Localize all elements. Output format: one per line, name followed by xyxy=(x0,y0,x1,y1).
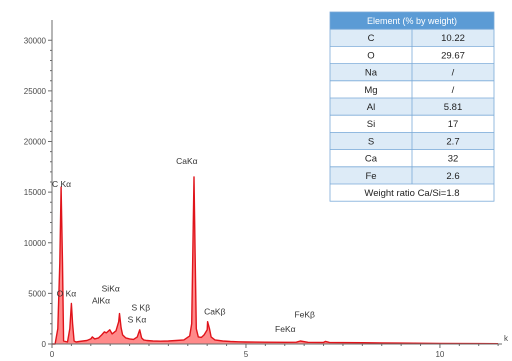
y-axis-ticks: 0 5000 10000 15000 20000 25000 30000 xyxy=(24,36,52,349)
peak-label: CaKα xyxy=(176,156,198,166)
spectrum-line xyxy=(52,176,499,345)
table-cell-element: Ca xyxy=(365,154,378,165)
table-cell-value: 17 xyxy=(448,119,459,130)
table-cell-value: / xyxy=(452,68,455,79)
table-cell-element: Si xyxy=(367,119,375,130)
peak-label: S Kα xyxy=(128,315,147,325)
table-cell-value: 32 xyxy=(448,154,459,165)
y-tick-label: 0 xyxy=(42,340,47,349)
table-cell-value: 5.81 xyxy=(444,102,463,113)
table-header-text: Element (% by weight) xyxy=(367,16,457,26)
peak-label: S Kβ xyxy=(132,303,151,313)
table-cell-element: O xyxy=(367,50,374,61)
x-tick-label: 10 xyxy=(435,350,444,359)
y-tick-label: 15000 xyxy=(24,188,47,197)
table-cell-element: Al xyxy=(367,102,375,113)
x-axis-ticks: 0 5 10 xyxy=(50,344,499,359)
table-cell-value: / xyxy=(452,85,455,96)
table-cell-element: S xyxy=(368,136,374,147)
table-cell-value: 2.7 xyxy=(446,136,459,147)
table-cell-value: 29.67 xyxy=(441,50,465,61)
y-tick-label: 25000 xyxy=(24,87,47,96)
x-axis-unit-label: k xyxy=(504,334,509,343)
table-cell-element: Na xyxy=(365,68,378,79)
peak-label: SiKα xyxy=(102,283,120,293)
x-tick-label: 5 xyxy=(244,350,249,359)
table-cell-element: Fe xyxy=(365,171,376,182)
peak-label: FeKα xyxy=(275,324,296,334)
y-tick-label: 20000 xyxy=(24,138,47,147)
table-footer-bg xyxy=(330,184,494,202)
x-tick-label: 0 xyxy=(50,350,55,359)
peak-label: FeKβ xyxy=(294,310,315,320)
peak-label: O Kα xyxy=(57,288,77,298)
peak-label: C Kα xyxy=(52,179,71,189)
table-footer-text: Weight ratio Ca/Si=1.8 xyxy=(364,188,459,199)
y-tick-label: 5000 xyxy=(28,289,46,298)
peak-labels: C Kα O Kα SiKα AlKα S Kβ S Kα CaKα CaKβ FeKβ FeKα xyxy=(52,156,315,334)
composition-table: Element (% by weight) C 10.22 O 29.67 Na / Mg / A… xyxy=(329,11,495,202)
peak-label: AlKα xyxy=(92,296,110,306)
table-cell-value: 10.22 xyxy=(441,33,465,44)
table-cell-element: C xyxy=(368,33,375,44)
table-border xyxy=(329,11,495,202)
peak-label: CaKβ xyxy=(204,307,226,317)
table-header-bg xyxy=(330,12,494,30)
table-cell-value: 2.6 xyxy=(446,171,459,182)
plot-area: 0 5000 10000 15000 20000 25000 30000 0 5 10 k C … xyxy=(24,20,509,359)
y-tick-label: 10000 xyxy=(24,239,47,248)
y-tick-label: 30000 xyxy=(24,36,47,45)
table-cell-element: Mg xyxy=(364,85,377,96)
